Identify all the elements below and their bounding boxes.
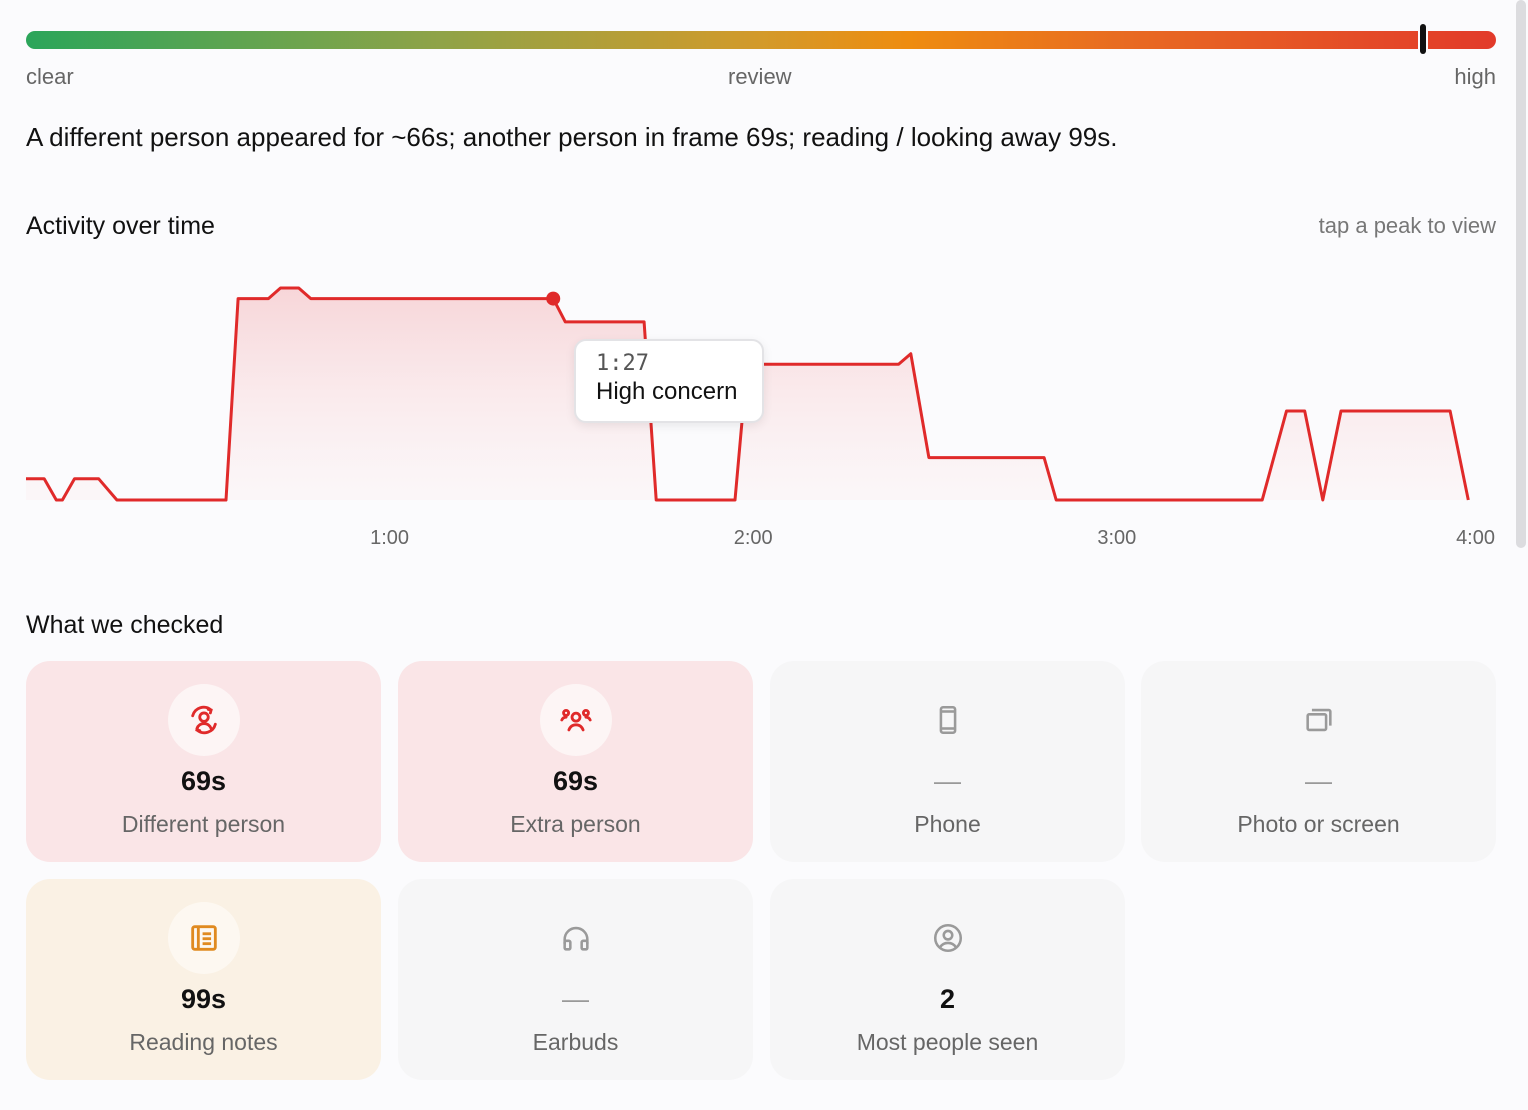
- people-icon: [540, 684, 612, 756]
- card-value: —: [562, 984, 589, 1014]
- card-value: 99s: [180, 984, 227, 1014]
- card-label: Photo or screen: [1237, 811, 1400, 837]
- peak-tooltip: 1:27 High concern: [574, 339, 764, 423]
- card-value: 69s: [180, 766, 227, 796]
- x-tick-label: 4:00: [1456, 527, 1495, 549]
- card-label: Most people seen: [856, 1029, 1039, 1055]
- tooltip-time: 1:27: [596, 351, 649, 376]
- card-photo-or-screen[interactable]: — Photo or screen: [1141, 661, 1496, 862]
- card-value: 2: [939, 984, 956, 1014]
- activity-title: Activity over time: [26, 212, 215, 240]
- person-switch-icon: [168, 684, 240, 756]
- headphones-icon: [540, 902, 612, 974]
- meter-label-clear: clear: [26, 64, 74, 89]
- x-axis-ticks: 1:00 2:00 3:00 4:00: [370, 527, 1495, 549]
- card-label: Phone: [914, 811, 981, 837]
- risk-meter: [26, 24, 1496, 54]
- card-reading-notes[interactable]: 99s Reading notes: [26, 879, 381, 1080]
- x-tick-label: 2:00: [734, 527, 773, 549]
- card-label: Reading notes: [129, 1029, 278, 1055]
- card-different-person[interactable]: 69s Different person: [26, 661, 381, 862]
- screens-icon: [1283, 684, 1355, 756]
- x-tick-label: 1:00: [370, 527, 409, 549]
- notes-icon: [168, 902, 240, 974]
- card-value: —: [1305, 766, 1332, 796]
- card-label: Different person: [121, 811, 286, 837]
- meter-label-review: review: [728, 64, 792, 89]
- card-earbuds[interactable]: — Earbuds: [398, 879, 753, 1080]
- card-value: 69s: [552, 766, 599, 796]
- activity-line[interactable]: [26, 286, 1470, 502]
- card-label: Extra person: [510, 811, 641, 837]
- card-extra-person[interactable]: 69s Extra person: [398, 661, 753, 862]
- checked-title: What we checked: [26, 611, 224, 639]
- risk-meter-marker: [1419, 24, 1426, 54]
- card-phone[interactable]: — Phone: [770, 661, 1125, 862]
- x-tick-label: 3:00: [1097, 527, 1136, 549]
- summary-text: A different person appeared for ~66s; an…: [26, 122, 1118, 152]
- account-circle-icon: [912, 902, 984, 974]
- activity-chart[interactable]: 1:00 2:00 3:00 4:00: [0, 260, 1528, 560]
- selected-peak-point[interactable]: [546, 291, 561, 306]
- card-most-people-seen[interactable]: 2 Most people seen: [770, 879, 1125, 1080]
- meter-label-high: high: [1454, 64, 1496, 89]
- tooltip-level: High concern: [596, 378, 738, 405]
- card-value: —: [934, 766, 961, 796]
- phone-icon: [912, 684, 984, 756]
- activity-hint: tap a peak to view: [1318, 213, 1496, 238]
- card-label: Earbuds: [532, 1029, 619, 1055]
- scrollbar[interactable]: [1516, 0, 1526, 548]
